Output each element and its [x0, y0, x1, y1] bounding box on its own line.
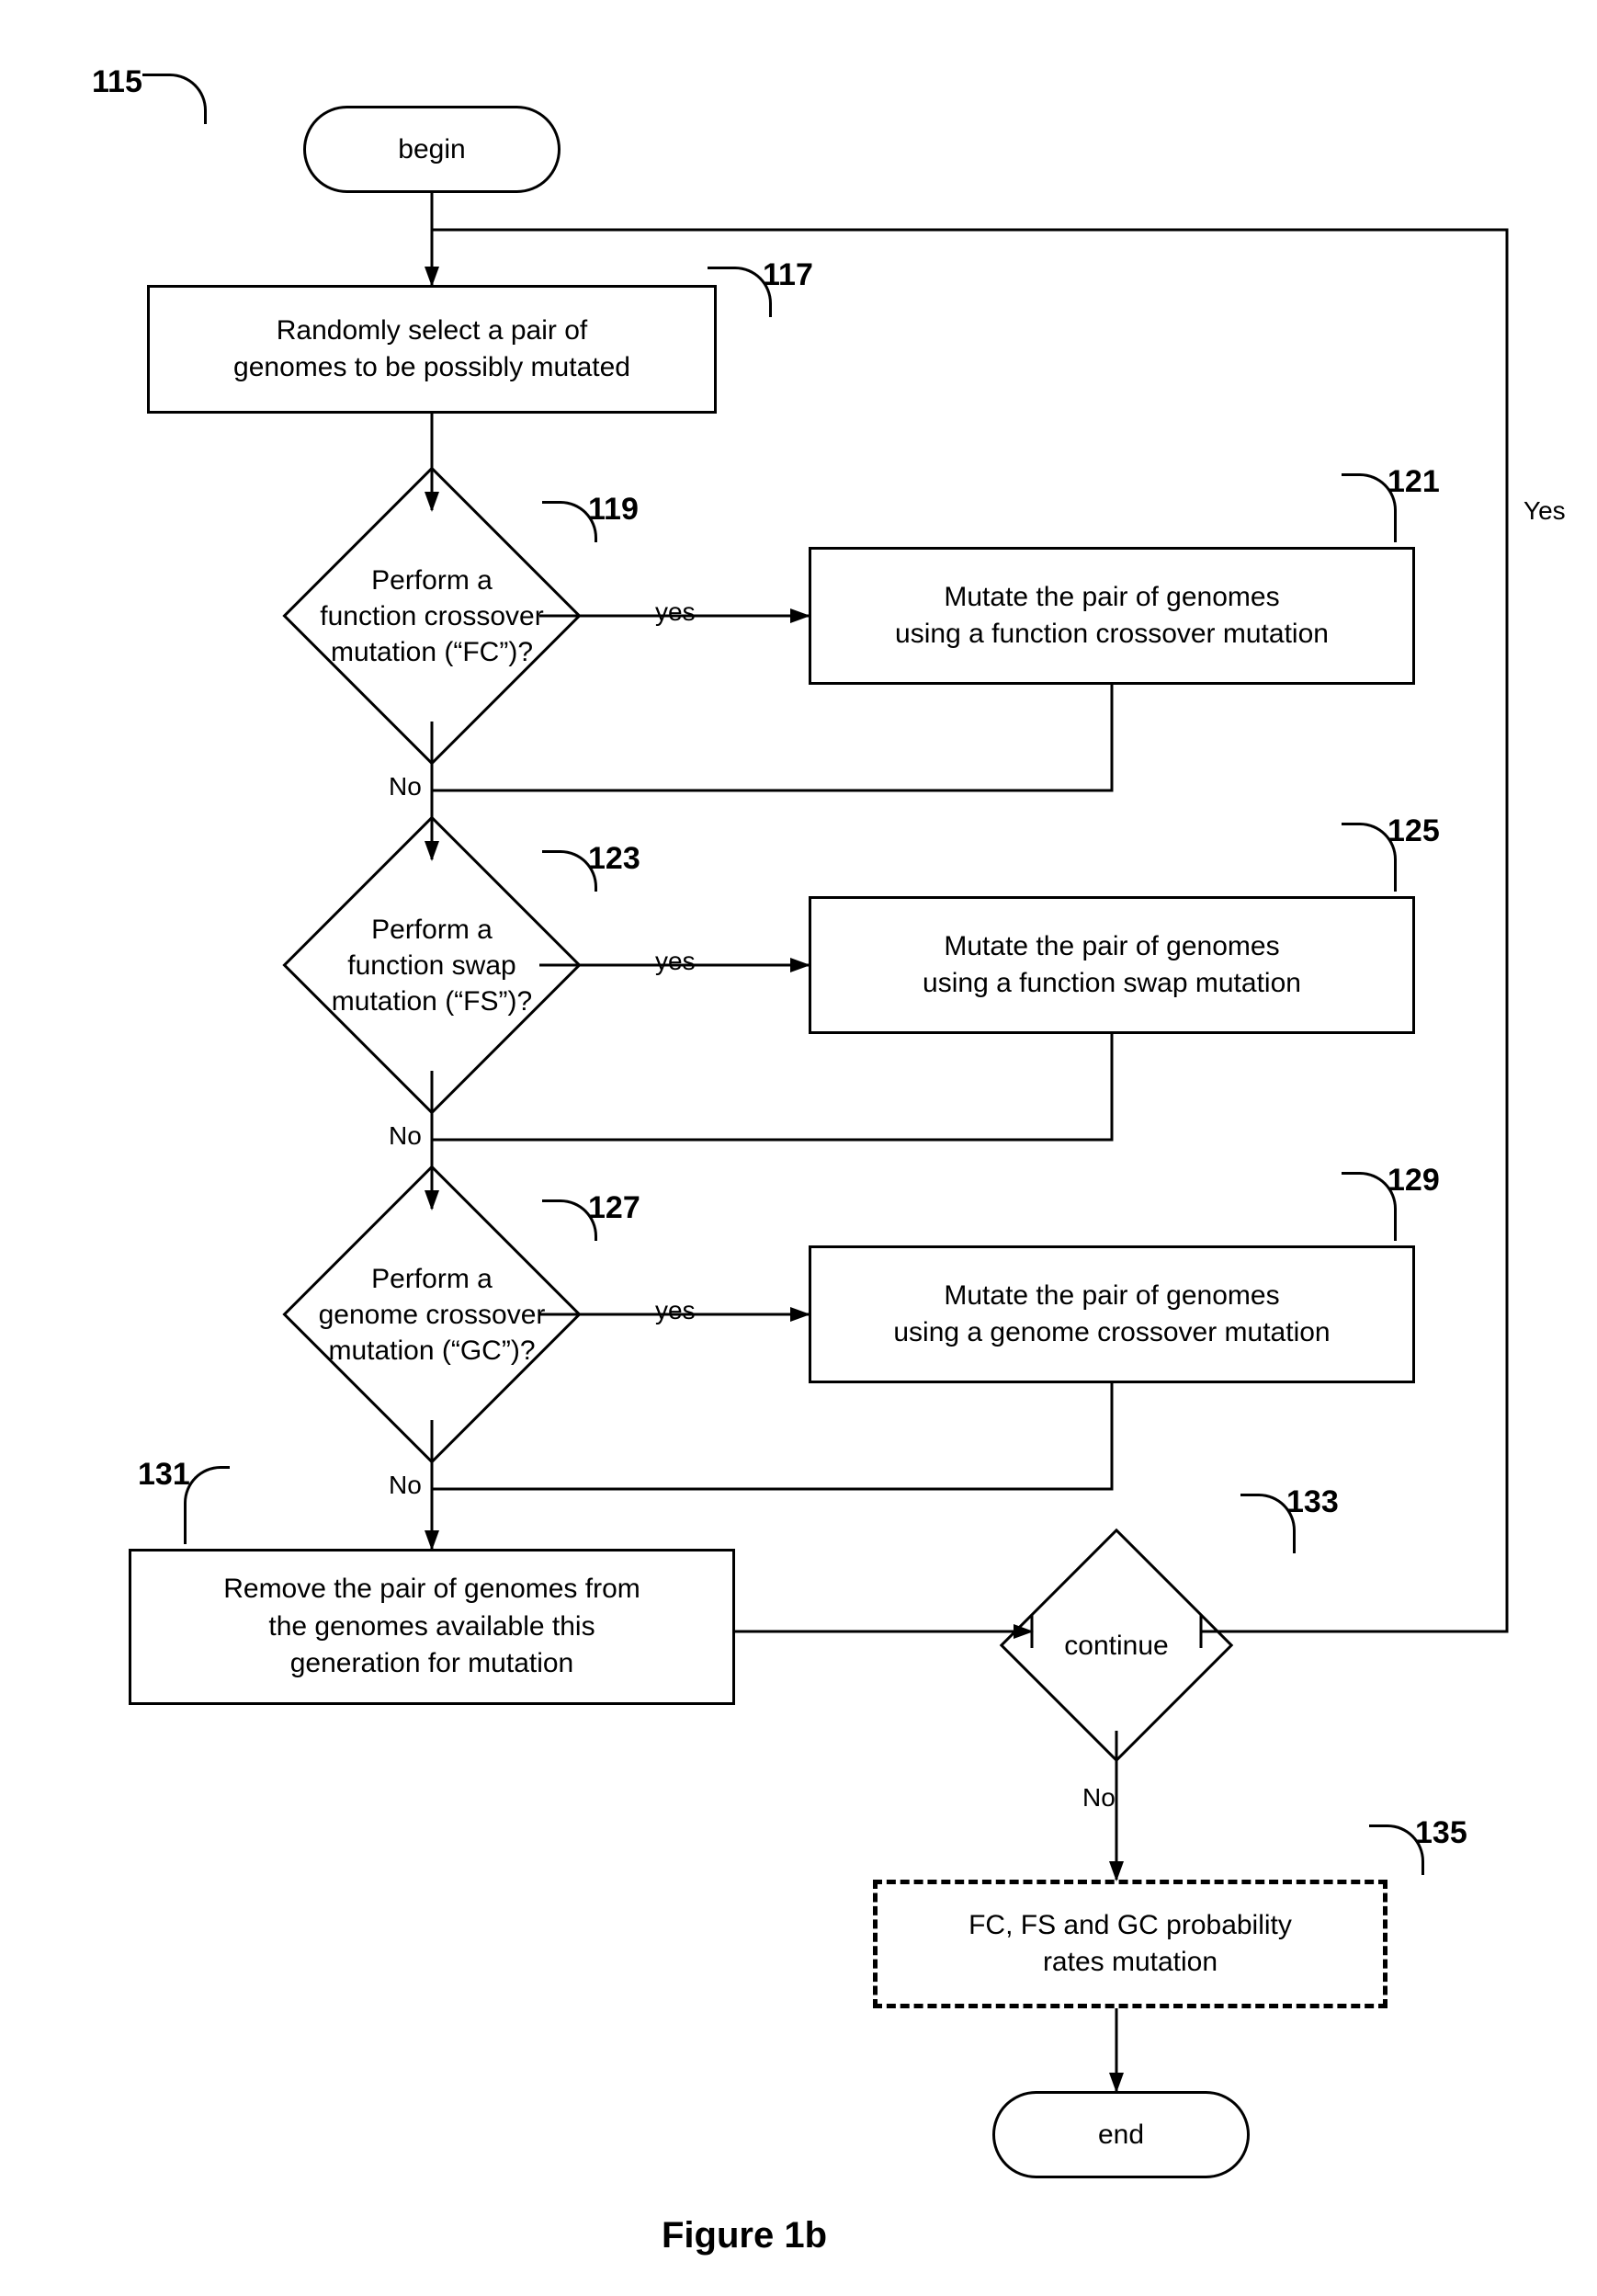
n135: FC, FS and GC probability rates mutation: [873, 1880, 1387, 2008]
begin: begin: [303, 106, 561, 193]
edge-label: No: [386, 772, 425, 801]
ref-133: 133: [1286, 1484, 1339, 1520]
leader-line: [142, 74, 207, 124]
n117: Randomly select a pair of genomes to be …: [147, 285, 717, 414]
n131: Remove the pair of genomes from the geno…: [129, 1549, 735, 1705]
edge-label: No: [1080, 1783, 1118, 1813]
ref-115: 115: [92, 64, 142, 100]
leader-line: [184, 1466, 230, 1544]
n125: Mutate the pair of genomes using a funct…: [809, 896, 1415, 1034]
edge-label: yes: [652, 947, 698, 976]
ref-123: 123: [588, 841, 640, 877]
d119: Perform a function crossover mutation (“…: [326, 510, 538, 722]
figure-caption: Figure 1b: [662, 2215, 827, 2256]
d127: Perform a genome crossover mutation (“GC…: [326, 1209, 538, 1420]
edge-label: No: [386, 1471, 425, 1500]
d123: Perform a function swap mutation (“FS”)?: [326, 859, 538, 1071]
ref-117: 117: [763, 257, 813, 293]
edge-label: No: [386, 1121, 425, 1151]
edge-label: yes: [652, 1296, 698, 1325]
ref-119: 119: [588, 492, 639, 528]
n129: Mutate the pair of genomes using a genom…: [809, 1245, 1415, 1383]
edge-label: yes: [652, 597, 698, 627]
d133: continue: [1034, 1563, 1199, 1728]
flowchart-canvas: 115 begin Randomly select a pair of genome…: [0, 0, 1597, 2296]
n121: Mutate the pair of genomes using a funct…: [809, 547, 1415, 685]
ref-127: 127: [588, 1190, 640, 1226]
ref-129: 129: [1387, 1163, 1440, 1199]
edge-label: Yes: [1521, 496, 1569, 526]
ref-135: 135: [1415, 1815, 1467, 1851]
ref-121: 121: [1387, 464, 1440, 500]
ref-125: 125: [1387, 813, 1440, 849]
ref-131: 131: [138, 1457, 190, 1493]
end: end: [992, 2091, 1250, 2178]
